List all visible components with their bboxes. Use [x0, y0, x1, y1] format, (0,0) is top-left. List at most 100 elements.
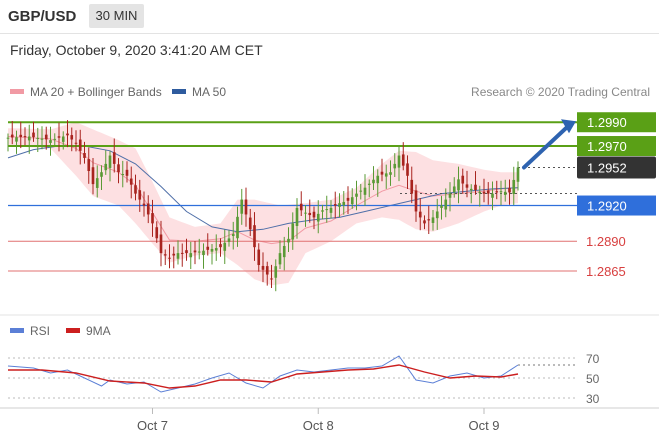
timeframe-button[interactable]: 30 MIN [89, 4, 144, 28]
candle-body [78, 139, 82, 151]
ma50-swatch [172, 89, 186, 95]
candle [15, 130, 18, 154]
candle-body [70, 135, 74, 140]
candle [508, 179, 511, 205]
candle-body [431, 217, 435, 223]
candle-body [61, 136, 65, 142]
research-credit: Research © 2020 Trading Central [471, 85, 650, 99]
candle [278, 240, 282, 270]
time-tick-label: Oct 7 [137, 418, 168, 433]
candle [27, 124, 31, 154]
candle-body [278, 253, 282, 265]
candle-body [325, 209, 329, 211]
candle-body [134, 185, 137, 194]
candle-body [308, 212, 312, 216]
candle-body [282, 245, 286, 258]
chart-header: GBP/USD 30 MIN [0, 0, 659, 34]
candle-body [112, 152, 116, 164]
candle-body [329, 207, 333, 213]
candle-body [240, 199, 244, 214]
candle-body [265, 266, 269, 275]
rsi-tick-70: 70 [586, 352, 600, 366]
candle [295, 198, 299, 239]
candle-body [91, 167, 95, 185]
candle [185, 238, 188, 261]
candle [87, 147, 91, 184]
candle [49, 126, 52, 156]
candle-body [380, 171, 384, 175]
resistance-box [577, 112, 656, 133]
candle [193, 241, 197, 265]
candle-body [503, 191, 507, 195]
symbol-label: GBP/USD [8, 8, 77, 25]
candle [155, 221, 159, 243]
candle-body [457, 179, 460, 191]
rsi-label: RSI [30, 324, 51, 338]
candle [32, 121, 35, 142]
candle-body [206, 246, 210, 250]
candle-body [74, 142, 78, 144]
legend-rsi: RSI [10, 324, 50, 338]
candle [482, 178, 486, 203]
candle [10, 120, 14, 145]
level-1.2952: 1.2952 [400, 156, 656, 194]
candle [503, 179, 507, 202]
candle-body [350, 197, 354, 205]
candle [231, 221, 235, 250]
candle [338, 193, 341, 218]
candle [176, 240, 180, 265]
candle [214, 234, 218, 261]
candle-body [389, 172, 392, 175]
candle [325, 195, 329, 223]
candle-body [401, 154, 405, 166]
candle-body [6, 137, 10, 139]
candle [151, 199, 154, 237]
candle-body [516, 167, 520, 182]
candle [78, 129, 82, 165]
candle [146, 195, 150, 224]
rsi-series-9ma [8, 364, 519, 389]
candle-body [19, 134, 23, 137]
candle-body [346, 197, 350, 201]
candle [244, 187, 248, 227]
candle-body [193, 250, 197, 253]
candle [287, 227, 290, 252]
candle [316, 200, 320, 234]
candle-body [138, 190, 142, 200]
candle-body [227, 238, 231, 242]
candle-body [236, 216, 239, 239]
candle-body [478, 191, 482, 194]
candle [333, 191, 337, 219]
candle [163, 249, 167, 266]
candle-body [508, 187, 511, 193]
candle [210, 244, 214, 265]
resistance-box [577, 136, 656, 157]
candle [427, 205, 431, 235]
candle [168, 244, 171, 269]
candle [461, 168, 465, 194]
candle [44, 126, 48, 150]
candle [346, 186, 350, 214]
ma50-label: MA 50 [192, 85, 227, 99]
candle-body [495, 191, 499, 193]
candle-body [40, 138, 44, 140]
candle-body [108, 155, 112, 168]
candle-body [168, 257, 171, 259]
candle-body [36, 137, 40, 139]
candle-body [231, 234, 235, 237]
candle-body [223, 242, 227, 251]
candle-body [372, 179, 375, 184]
candle-body [287, 238, 290, 243]
candle [83, 141, 86, 164]
candle [40, 126, 44, 150]
candle [100, 165, 103, 190]
time-tick-label: Oct 8 [303, 418, 334, 433]
candle [6, 133, 10, 152]
candle-body [202, 250, 205, 256]
candle [19, 121, 23, 149]
candle-body [49, 140, 52, 143]
candle-body [512, 179, 516, 194]
candle [393, 153, 397, 177]
candle [495, 180, 499, 200]
